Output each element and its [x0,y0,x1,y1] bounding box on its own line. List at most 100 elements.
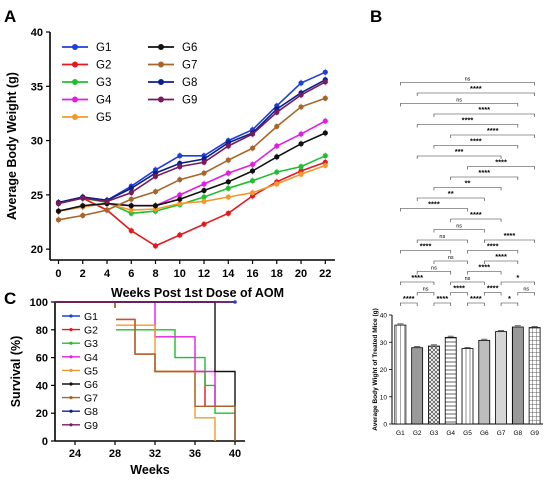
y-tick-label: 30 [31,136,43,148]
significance-bracket [433,113,535,117]
data-point [249,131,256,137]
x-tick-label: 28 [109,448,121,460]
y-tick-label: 40 [31,27,43,39]
x-tick-label: 36 [189,448,201,460]
significance-label: ns [465,77,471,83]
significance-label: **** [470,84,482,93]
legend-swatch-marker [69,423,73,427]
legend-label: G8 [84,406,98,418]
legend-label: G2 [96,60,111,72]
survival-step-line [55,301,235,407]
legend-swatch-marker [72,61,78,68]
data-point [152,243,159,249]
bar [511,326,524,425]
significance-label: ** [465,179,471,188]
legend-label: G5 [84,365,98,377]
data-point [225,210,231,216]
data-point [152,173,159,179]
legend-label: G7 [182,60,197,72]
data-point [152,189,159,195]
legend-swatch-marker [69,382,73,386]
legend-label: G9 [84,420,98,432]
series-line [58,161,326,247]
data-point [225,157,231,163]
data-point [177,232,183,238]
legend-label: G7 [84,393,98,405]
data-point [225,170,231,176]
y-axis-title: Survival (%) [9,336,23,408]
x-tick-label: 2 [80,268,86,280]
significance-label: **** [495,158,507,167]
y-tick-label: 40 [380,313,388,320]
significance-bracket [483,292,502,296]
legend-label: G5 [96,112,111,124]
legend-swatch-marker [72,79,78,85]
data-point [80,203,86,209]
data-point [274,169,280,175]
significance-bracket [450,292,468,296]
legend-swatch-marker [69,341,73,345]
data-point [201,159,207,165]
significance-label: **** [470,294,482,303]
significance-bracket [400,302,418,306]
data-point [177,164,183,170]
data-point [177,200,183,207]
y-tick-label: 0 [42,436,48,448]
data-point [177,153,183,159]
data-point [298,141,304,147]
legend-label: G4 [84,352,98,364]
legend-swatch-marker [69,355,73,359]
data-point [80,212,86,219]
bar [461,348,474,425]
legend-label: G6 [182,42,197,54]
significance-bracket [467,302,485,306]
legend-swatch-marker [69,314,73,318]
significance-label: **** [478,105,490,114]
significance-bracket [467,271,502,275]
panel-label-a: A [4,7,16,26]
data-point [298,92,304,98]
data-point [298,80,304,86]
legend-swatch-marker [69,396,73,400]
legend-swatch-marker [158,44,164,50]
significance-label: ns [448,255,454,261]
significance-bracket [416,271,452,275]
y-axis-title: Average Body Weight (g) [5,72,19,220]
significance-label: ns [465,276,471,282]
x-tick-label: 24 [69,448,82,460]
data-point [128,196,134,202]
y-tick-label: 40 [36,380,48,392]
data-point [177,177,183,183]
significance-label: ns [431,266,437,272]
series-line [58,79,326,204]
bar [495,331,507,425]
legend-swatch-marker [69,328,73,332]
significance-bracket [416,197,485,201]
significance-label: **** [487,126,499,135]
significance-bracket [400,103,519,107]
weight-line-chart: 20 25 30 35 40 0 2 4 6 8 10 12 14 16 18 20 22 Weeks Post … [5,27,335,300]
legend-label: G4 [96,95,112,107]
significance-label: **** [504,231,516,240]
x-tick-label: G4 [446,430,455,437]
significance-bracket [400,250,452,254]
data-point [201,194,207,200]
significance-label: **** [470,210,482,219]
data-point [55,217,62,223]
data-point [322,130,328,136]
y-tick-label: 35 [31,81,43,93]
x-tick-label: 20 [295,268,307,280]
series-line [58,120,326,212]
data-point [274,143,280,149]
x-tick-label: G2 [413,430,422,437]
data-point [225,143,231,149]
bar [528,327,541,425]
bar [478,339,491,425]
significance-bracket [450,134,535,138]
legend-label: G3 [84,338,98,350]
significance-bracket [467,250,519,254]
y-tick-label: 80 [36,325,48,337]
significance-bracket [416,239,468,243]
